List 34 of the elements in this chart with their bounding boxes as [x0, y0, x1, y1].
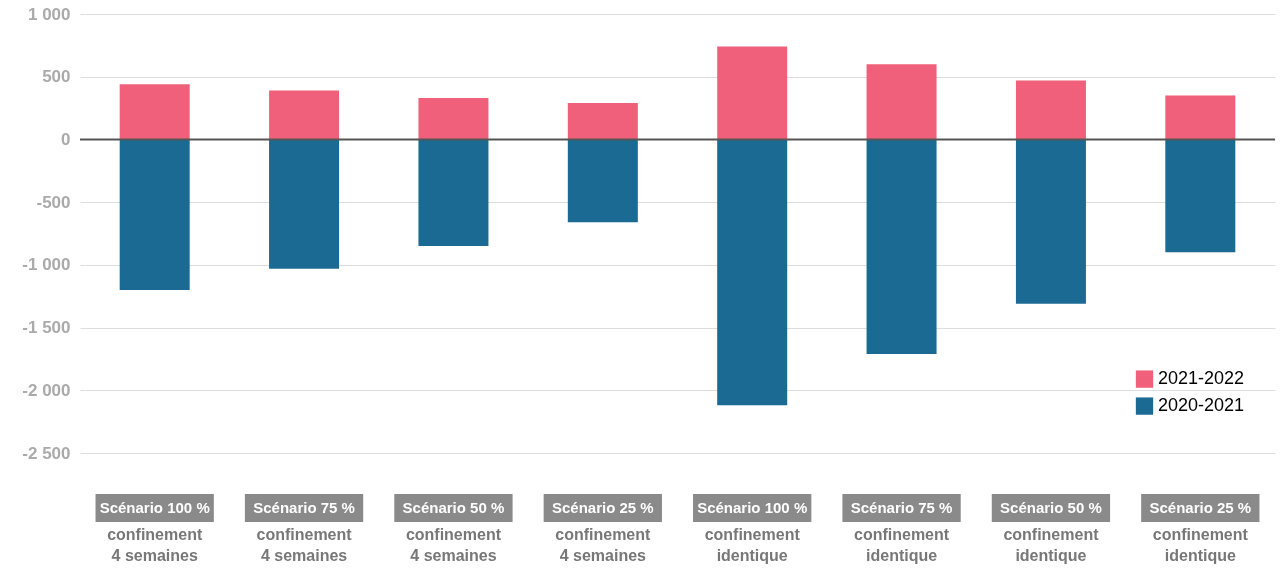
bar — [1015, 80, 1086, 140]
legend-label: 2020-2021 — [1158, 395, 1245, 416]
y-tick-label: 1 000 — [27, 4, 71, 24]
category-label: Scénario 50 % confinement 4 semaines — [402, 499, 505, 564]
bar — [119, 139, 190, 290]
legend-label: 2021-2022 — [1158, 368, 1245, 389]
y-tick-label: 500 — [42, 67, 71, 87]
category-label: Scénario 50 % confinement identique — [1000, 499, 1102, 564]
bar — [418, 139, 489, 247]
category-label: Scénario 100 % confinement 4 semaines — [99, 499, 210, 564]
category-label: Scénario 75 % confinement 4 semaines — [253, 499, 355, 564]
bar — [866, 64, 937, 140]
y-tick-label: 0 — [61, 129, 71, 149]
category-label: Scénario 100 % confinement identique — [697, 499, 808, 564]
y-tick-label: -1 000 — [22, 255, 71, 275]
bar — [717, 46, 788, 140]
bar — [717, 139, 788, 406]
bar — [1165, 139, 1236, 253]
category-label: Scénario 75 % confinement identique — [850, 499, 953, 564]
y-tick-label: -2 500 — [22, 443, 71, 463]
bar — [567, 103, 638, 140]
y-tick-label: -500 — [36, 192, 71, 212]
bar — [269, 139, 340, 269]
bar — [119, 84, 190, 140]
bar — [269, 90, 340, 140]
bar — [418, 98, 489, 140]
bar — [567, 139, 638, 223]
category-label: Scénario 25 % confinement identique — [1149, 499, 1252, 564]
y-tick-label: -1 500 — [22, 318, 71, 338]
y-tick-label: -2 000 — [22, 380, 71, 400]
bar — [1015, 139, 1086, 304]
category-label: Scénario 25 % confinement 4 semaines — [551, 499, 654, 564]
bar — [1165, 95, 1236, 140]
bar — [866, 139, 937, 354]
